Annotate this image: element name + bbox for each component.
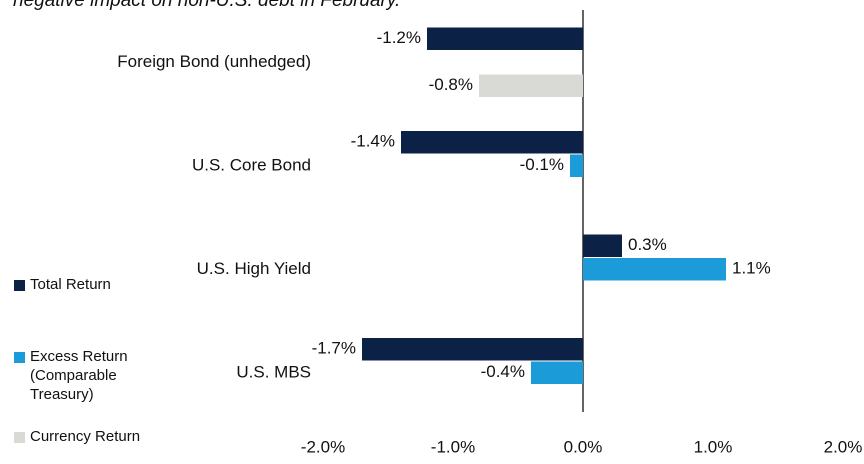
value-label: -0.8% <box>429 75 473 94</box>
value-label: 1.1% <box>732 258 771 277</box>
value-label: -1.2% <box>377 28 421 47</box>
category-label: U.S. Core Bond <box>192 155 311 174</box>
x-tick-label: 0.0% <box>564 437 603 456</box>
category-label: U.S. High Yield <box>197 259 311 278</box>
legend-label: Total Return <box>30 276 111 293</box>
legend-item: Excess Return (Comparable Treasury) <box>14 347 130 404</box>
legend-swatch <box>14 280 25 291</box>
legend-item: Currency Return <box>14 427 170 446</box>
legend: Total Return Excess Return (Comparable Tr… <box>14 0 164 464</box>
legend-swatch <box>14 352 25 363</box>
x-tick-label: -2.0% <box>301 437 345 456</box>
value-label: -1.7% <box>312 338 356 357</box>
value-label: 0.3% <box>628 235 667 254</box>
bar <box>362 338 583 361</box>
bar <box>427 27 583 50</box>
value-label: -0.4% <box>481 362 525 381</box>
bar <box>401 131 583 154</box>
legend-item: Total Return <box>14 275 170 294</box>
category-label: U.S. MBS <box>236 362 311 381</box>
x-tick-label: 2.0% <box>824 437 863 456</box>
bar <box>479 74 583 97</box>
legend-label: Excess Return (Comparable Treasury) <box>30 348 128 403</box>
chart-title: negative impact on non-U.S. debt in Febr… <box>13 0 400 11</box>
bar <box>570 154 583 177</box>
bar <box>583 234 622 257</box>
value-label: -0.1% <box>520 155 564 174</box>
value-label: -1.4% <box>351 131 395 150</box>
category-label: Foreign Bond (unhedged) <box>117 52 311 71</box>
bar <box>531 361 583 384</box>
bar <box>583 258 726 281</box>
legend-label: Currency Return <box>30 428 141 445</box>
x-tick-label: -1.0% <box>431 437 475 456</box>
x-tick-label: 1.0% <box>694 437 733 456</box>
legend-swatch <box>14 432 25 443</box>
